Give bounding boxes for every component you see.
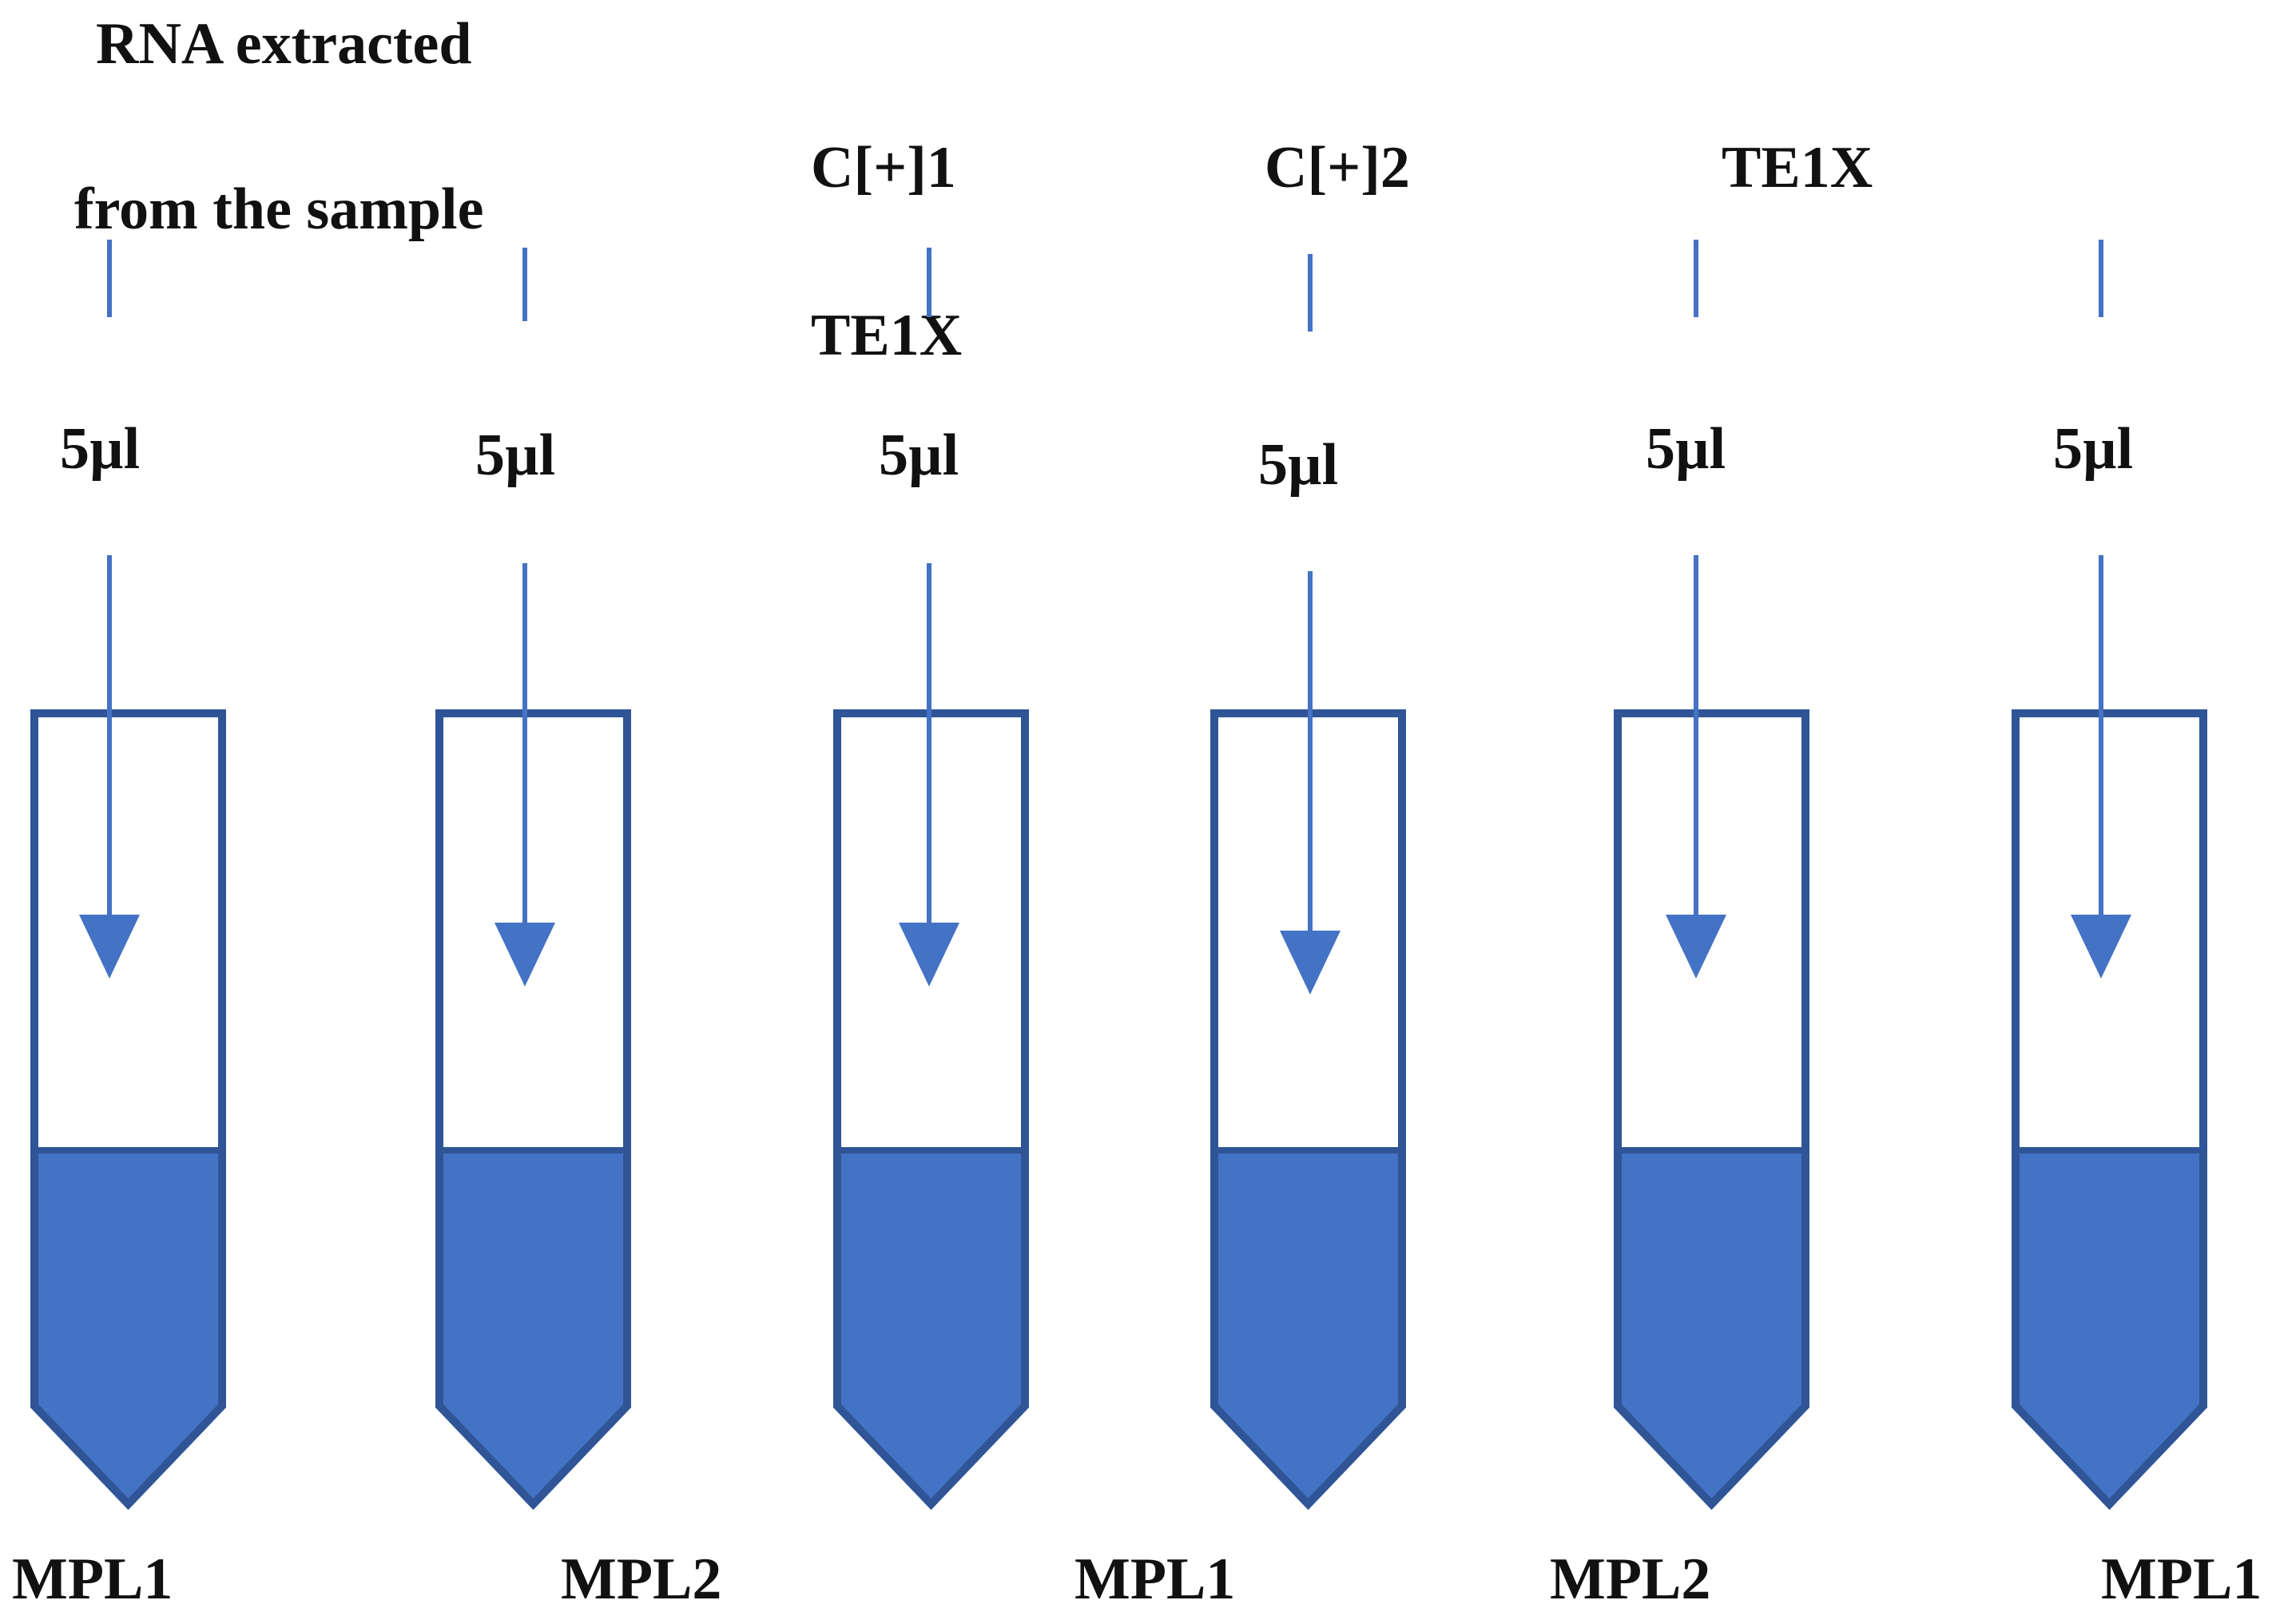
- source-label-c1: C[+]1: [811, 135, 956, 201]
- arrow-head-4: [1280, 931, 1341, 995]
- tube-label-4: MPL2: [1550, 1547, 1711, 1612]
- arrow-head-1: [79, 915, 140, 979]
- volume-label-6: 5µl: [2053, 416, 2134, 482]
- tube-liquid-1: [34, 1150, 222, 1504]
- tube-outline-4: [1210, 709, 1406, 1511]
- tube-liquid-2: [439, 1150, 627, 1504]
- source-label-te1x-a: TE1X: [811, 303, 963, 368]
- tube-outline-2: [435, 709, 631, 1511]
- tube-outline-5: [1614, 709, 1809, 1511]
- source-label-te1x-b: TE1X: [1722, 135, 1873, 201]
- source-label-rna-line2: from the sample: [74, 177, 484, 242]
- tube-label-3: MPL1: [1074, 1547, 1236, 1612]
- tube-label-5: MPL1: [2101, 1547, 2262, 1612]
- arrow-head-3: [899, 923, 959, 987]
- volume-label-3: 5µl: [879, 423, 959, 488]
- volume-label-5: 5µl: [1646, 416, 1726, 482]
- source-label-c2: C[+]2: [1265, 135, 1410, 201]
- tube-outline-1: [30, 709, 226, 1511]
- arrow-head-5: [1666, 915, 1726, 979]
- tube-liquid-3: [837, 1150, 1025, 1504]
- tube-liquid-5: [1618, 1150, 1805, 1504]
- tube-label-2: MPL2: [561, 1547, 722, 1612]
- volume-label-1: 5µl: [60, 416, 141, 482]
- tube-outline-3: [833, 709, 1029, 1511]
- tube-liquid-4: [1214, 1150, 1402, 1504]
- volume-label-4: 5µl: [1258, 432, 1339, 498]
- source-label-rna-line1: RNA extracted: [96, 11, 472, 77]
- tube-liquid-6: [2016, 1150, 2203, 1504]
- tube-outline-6: [2012, 709, 2207, 1511]
- arrow-head-6: [2071, 915, 2131, 979]
- volume-label-2: 5µl: [475, 423, 556, 488]
- tube-label-1: MPL1: [12, 1547, 173, 1612]
- arrow-head-2: [495, 923, 555, 987]
